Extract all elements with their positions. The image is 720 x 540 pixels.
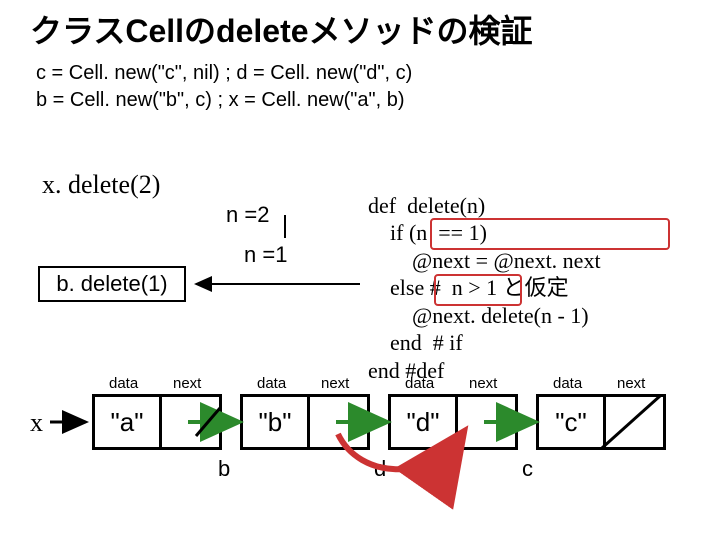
cell-b-divider [307,397,310,447]
pointer-label-b: b [218,456,230,482]
cell-d-value: "d" [391,397,455,447]
pointer-label-c: c [522,456,533,482]
x-delete-call: x. delete(2) [42,170,160,200]
cell-c-divider [603,397,606,447]
cell-a-hdr-data: data [109,375,138,392]
cell-c-value: "c" [539,397,603,447]
n-equals-2: n =2 [226,202,269,228]
n-equals-1: n =1 [244,242,287,268]
cell-b: data next "b" [240,394,370,450]
cell-b-hdr-data: data [257,375,286,392]
x-variable-label: x [30,408,43,438]
slide-title: クラスCellのdeleteメソッドの検証 [30,12,690,50]
pointer-label-d: d [374,456,386,482]
highlight-next-recursive [434,274,522,306]
construct-line-2: b = Cell. new("b", c) ; x = Cell. new("a… [36,87,684,114]
code-line-1: def delete(n) [368,193,485,218]
code-line-5: @next. delete(n - 1) [368,303,589,328]
cell-a-value: "a" [95,397,159,447]
code-line-3: @next = @next. next [368,248,601,273]
cell-c-hdr-next: next [617,375,645,392]
cell-b-hdr-next: next [321,375,349,392]
cell-c-hdr-data: data [553,375,582,392]
cell-d-hdr-data: data [405,375,434,392]
code-line-6: end # if [368,330,463,355]
cell-d: data next "d" [388,394,518,450]
construct-line-1: c = Cell. new("c", nil) ; d = Cell. new(… [36,60,684,87]
construct-code: c = Cell. new("c", nil) ; d = Cell. new(… [36,60,684,114]
highlight-next-assignment [430,218,670,250]
cell-c: data next "c" [536,394,666,450]
cell-a-hdr-next: next [173,375,201,392]
b-delete-call-box: b. delete(1) [38,266,186,302]
cell-a-divider [159,397,162,447]
cell-a: data next "a" [92,394,222,450]
cell-d-hdr-next: next [469,375,497,392]
cell-b-value: "b" [243,397,307,447]
cell-d-divider [455,397,458,447]
b-delete-call: b. delete(1) [56,271,167,297]
